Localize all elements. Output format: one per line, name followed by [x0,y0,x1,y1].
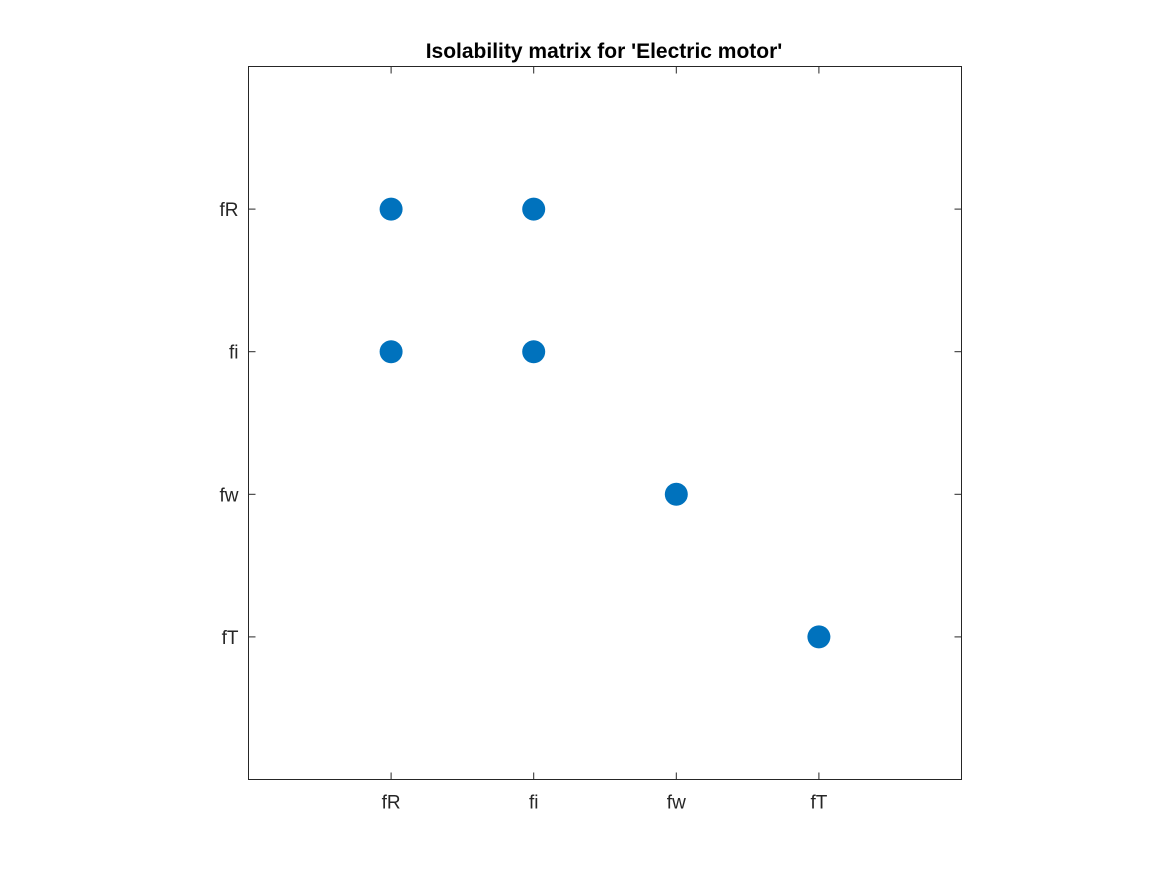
y-tick-label: fR [220,200,239,221]
data-point [379,340,403,364]
y-tick-label: fw [220,485,239,506]
tick-labels: fR fi fw fT fR fi fw fT [220,200,828,813]
y-tick-label: fT [222,628,239,649]
x-tick-label: fw [667,793,686,814]
x-tick-label: fR [382,793,401,814]
x-tick-label: fT [810,793,827,814]
chart-title: Isolability matrix for 'Electric motor' [426,40,783,63]
data-point [664,482,688,506]
data-point [522,340,546,364]
ticks [248,66,962,780]
plot-area [248,66,962,780]
data-point [807,625,831,649]
data-point [522,197,546,221]
x-tick-label: fi [529,793,539,814]
data-points [379,197,831,649]
data-point [379,197,403,221]
y-tick-label: fi [229,343,239,364]
